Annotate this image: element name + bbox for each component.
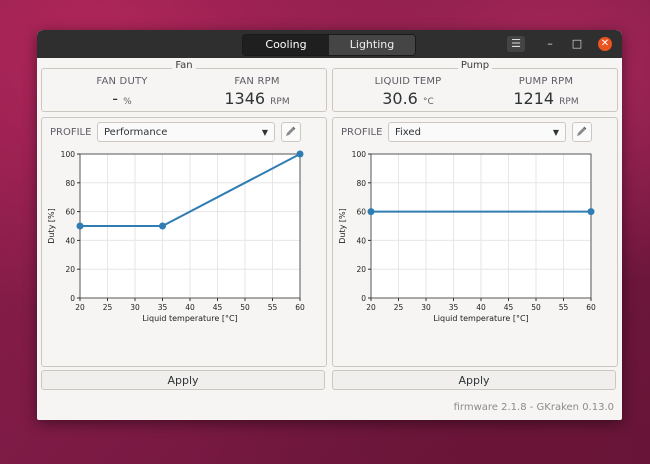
liquid-temp-unit: °C [422, 97, 434, 107]
curve-point[interactable] [76, 222, 84, 230]
y-tick-label: 20 [356, 265, 366, 274]
pump-profile-label: PROFILE [341, 127, 383, 138]
chevron-down-icon: ▼ [261, 128, 268, 137]
pump-profile-dropdown[interactable]: Fixed ▼ [388, 122, 566, 142]
x-tick-label: 55 [559, 303, 569, 312]
y-tick-label: 100 [61, 150, 76, 159]
x-tick-label: 20 [75, 303, 85, 312]
x-tick-label: 40 [185, 303, 195, 312]
title-bar: Cooling Lighting ☰ – □ ✕ [37, 30, 622, 58]
fan-apply-button[interactable]: Apply [41, 370, 325, 390]
pump-rpm-label: PUMP RPM [518, 76, 574, 87]
version-footer: firmware 2.1.8 - GKraken 0.13.0 [453, 402, 614, 413]
pump-rpm-unit: RPM [559, 97, 579, 107]
x-tick-label: 30 [130, 303, 140, 312]
cooling-page: Fan FAN DUTY - % FAN RPM 1346 RPM Pump L… [37, 58, 622, 420]
y-tick-label: 0 [70, 294, 75, 303]
y-tick-label: 60 [356, 208, 366, 217]
pump-profile-selected: Fixed [395, 127, 421, 138]
x-tick-label: 60 [295, 303, 305, 312]
liquid-temp-value: 30.6 [382, 89, 418, 108]
pump-profile-panel: PROFILE Fixed ▼ 20 25 30 35 40 45 50 55 60 0 20 40 6… [332, 117, 618, 367]
fan-duty-unit: % [123, 97, 132, 107]
y-tick-label: 40 [65, 236, 75, 245]
x-tick-label: 55 [268, 303, 278, 312]
x-tick-label: 45 [213, 303, 223, 312]
fan-duty-stat: FAN DUTY - % [82, 76, 162, 108]
fan-info-frame: Fan FAN DUTY - % FAN RPM 1346 RPM [41, 60, 327, 112]
pump-apply-button[interactable]: Apply [332, 370, 616, 390]
x-tick-label: 40 [476, 303, 486, 312]
fan-edit-profile-button[interactable] [281, 122, 301, 142]
fan-rpm-unit: RPM [270, 97, 290, 107]
pencil-icon [286, 126, 296, 136]
y-tick-label: 60 [65, 208, 75, 217]
fan-profile-dropdown[interactable]: Performance ▼ [97, 122, 275, 142]
fan-rpm-value: 1346 [224, 89, 266, 108]
hamburger-menu-icon[interactable]: ☰ [507, 36, 525, 52]
fan-duty-label: FAN DUTY [96, 76, 148, 87]
x-tick-label: 50 [531, 303, 541, 312]
pump-info-frame: Pump LIQUID TEMP 30.6 °C PUMP RPM 1214 R… [332, 60, 618, 112]
fan-profile-panel: PROFILE Performance ▼ 20 25 30 35 40 45 50 55 60… [41, 117, 327, 367]
pump-rpm-stat: PUMP RPM 1214 RPM [501, 76, 591, 108]
maximize-icon[interactable]: □ [571, 37, 583, 50]
pencil-icon [577, 126, 587, 136]
y-axis-label: Duty [%] [338, 208, 347, 244]
chevron-down-icon: ▼ [552, 128, 559, 137]
fan-profile-label: PROFILE [50, 127, 92, 138]
x-tick-label: 20 [366, 303, 376, 312]
x-tick-label: 60 [586, 303, 596, 312]
fan-duty-value: - [112, 89, 119, 108]
pump-frame-title: Pump [457, 60, 493, 71]
y-tick-label: 20 [65, 265, 75, 274]
y-tick-label: 40 [356, 236, 366, 245]
minimize-icon[interactable]: – [547, 37, 553, 50]
curve-point[interactable] [587, 208, 595, 216]
y-tick-label: 100 [352, 150, 367, 159]
curve-point[interactable] [367, 208, 375, 216]
y-tick-label: 0 [361, 294, 366, 303]
y-tick-label: 80 [356, 179, 366, 188]
app-window: Cooling Lighting ☰ – □ ✕ Fan FAN DUTY - … [37, 30, 622, 420]
fan-rpm-label: FAN RPM [234, 76, 280, 87]
x-tick-label: 30 [421, 303, 431, 312]
fan-rpm-stat: FAN RPM 1346 RPM [212, 76, 302, 108]
curve-point[interactable] [296, 150, 304, 158]
x-tick-label: 25 [103, 303, 113, 312]
tab-cooling[interactable]: Cooling [243, 35, 329, 55]
curve-point[interactable] [159, 222, 166, 230]
x-axis-label: Liquid temperature [°C] [142, 314, 237, 323]
liquid-temp-label: LIQUID TEMP [374, 76, 442, 87]
fan-frame-title: Fan [172, 60, 196, 71]
x-tick-label: 35 [449, 303, 459, 312]
x-axis-label: Liquid temperature [°C] [433, 314, 528, 323]
view-switcher: Cooling Lighting [242, 34, 416, 56]
plot-frame [370, 153, 592, 299]
y-tick-label: 80 [65, 179, 75, 188]
close-icon[interactable]: ✕ [598, 37, 612, 51]
pump-edit-profile-button[interactable] [572, 122, 592, 142]
fan-profile-selected: Performance [104, 127, 168, 138]
liquid-temp-stat: LIQUID TEMP 30.6 °C [363, 76, 453, 108]
y-axis-label: Duty [%] [47, 208, 56, 244]
x-tick-label: 25 [394, 303, 404, 312]
tab-lighting[interactable]: Lighting [329, 35, 415, 55]
x-tick-label: 35 [158, 303, 168, 312]
x-tick-label: 50 [240, 303, 250, 312]
x-tick-label: 45 [504, 303, 514, 312]
pump-rpm-value: 1214 [513, 89, 555, 108]
